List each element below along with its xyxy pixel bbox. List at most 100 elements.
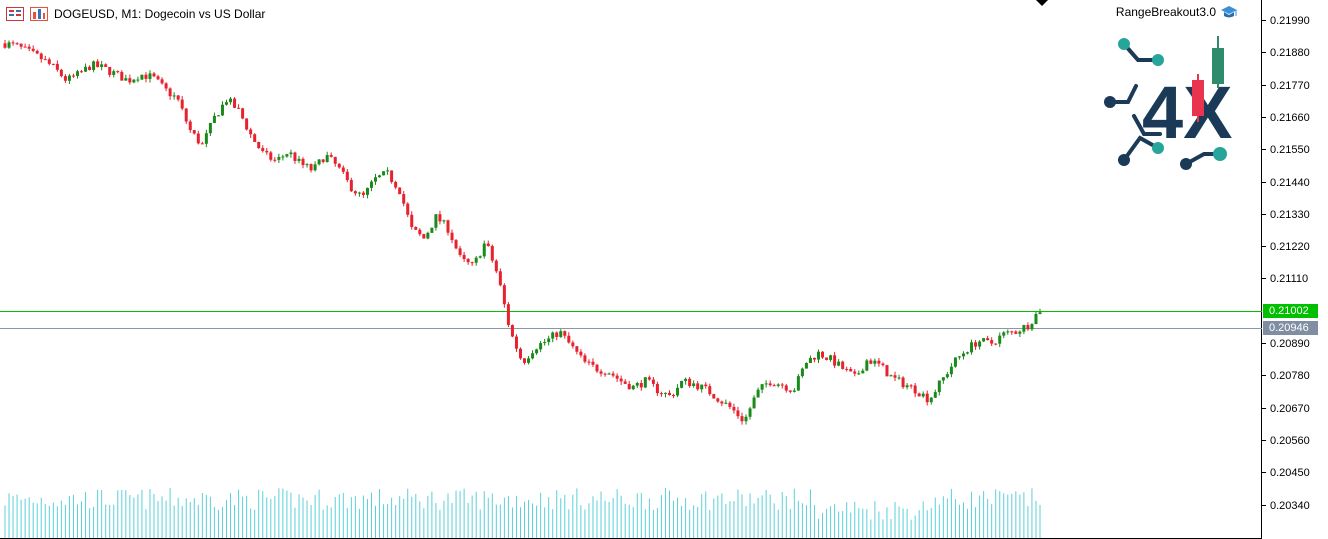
bear-candle — [720, 401, 724, 404]
bear-candle — [740, 416, 744, 422]
bull-candle — [386, 170, 390, 172]
price-tick: 0.20670 — [1262, 402, 1328, 416]
bear-candle — [470, 262, 474, 264]
bull-candle — [953, 357, 957, 367]
bull-candle — [764, 383, 768, 385]
bull-candle — [1006, 331, 1010, 333]
bear-candle — [454, 240, 458, 249]
bear-candle — [869, 360, 873, 364]
price-axis[interactable]: 0.21990 0.21880 0.21770 0.21660 0.21550 0.214… — [1262, 0, 1328, 539]
bear-candle — [337, 163, 341, 168]
expert-advisor-label[interactable]: RangeBreakout3.0 — [1116, 5, 1238, 19]
bear-candle — [510, 325, 514, 337]
price-tick-label: 0.21440 — [1270, 176, 1310, 189]
chart-menu-icon[interactable] — [6, 7, 24, 21]
bull-candle — [889, 375, 893, 377]
price-tick-mark — [1262, 116, 1266, 118]
price-tick: 0.20560 — [1262, 434, 1328, 448]
bear-candle — [329, 155, 333, 157]
price-tick: 0.21660 — [1262, 111, 1328, 125]
price-tick: 0.21880 — [1262, 46, 1328, 60]
bull-candle — [442, 220, 446, 222]
price-tick-label: 0.20560 — [1270, 434, 1310, 447]
bull-candle — [929, 397, 933, 403]
bear-candle — [672, 395, 676, 397]
bull-candle — [760, 384, 764, 390]
bull-candle — [543, 342, 547, 344]
bear-candle — [116, 71, 120, 73]
bear-candle — [466, 259, 470, 263]
bear-candle — [180, 99, 184, 109]
bear-candle — [156, 76, 160, 80]
price-tick-label: 0.20450 — [1270, 467, 1310, 480]
chart-shift-marker-icon[interactable] — [1036, 0, 1048, 6]
bear-candle — [490, 246, 494, 261]
bear-candle — [128, 78, 132, 83]
bull-candle — [744, 416, 748, 422]
price-tick-label: 0.20670 — [1270, 402, 1310, 415]
price-tick: 0.20340 — [1262, 499, 1328, 513]
bull-candle — [136, 79, 140, 81]
bull-candle — [482, 243, 486, 257]
bear-candle — [567, 335, 571, 343]
bull-candle — [148, 73, 152, 79]
bear-candle — [309, 164, 313, 171]
plot-area[interactable] — [0, 0, 1262, 539]
bull-candle — [1022, 325, 1026, 332]
bear-candle — [249, 129, 253, 135]
upper-level-price-tag: 0.21002 — [1263, 304, 1318, 318]
bull-candle — [382, 171, 386, 176]
bear-candle — [265, 150, 269, 153]
bear-candle — [438, 214, 442, 222]
bull-candle — [905, 385, 909, 388]
bear-candle — [35, 50, 39, 54]
bull-candle — [865, 360, 869, 371]
bear-candle — [518, 348, 522, 359]
bull-candle — [1034, 314, 1038, 325]
bull-candle — [792, 390, 796, 392]
bull-candle — [756, 389, 760, 398]
price-tick: 0.21330 — [1262, 208, 1328, 222]
bear-candle — [51, 63, 55, 65]
bear-candle — [55, 63, 59, 70]
bear-candle — [619, 378, 623, 382]
bear-candle — [913, 385, 917, 394]
bear-candle — [901, 377, 905, 388]
bear-candle — [893, 375, 897, 378]
bear-candle — [704, 384, 708, 387]
bear-candle — [88, 66, 92, 70]
candlestick-chart[interactable] — [0, 0, 1262, 539]
price-tick-mark — [1262, 213, 1266, 215]
bull-candle — [75, 71, 79, 76]
bull-candle — [212, 115, 216, 123]
bull-candle — [229, 98, 233, 103]
bear-candle — [349, 180, 353, 192]
bear-candle — [233, 98, 237, 108]
bear-candle — [398, 187, 402, 195]
bull-candle — [921, 393, 925, 397]
price-tick: 0.21770 — [1262, 79, 1328, 93]
bull-candle — [961, 353, 965, 357]
bear-candle — [321, 159, 325, 162]
bear-candle — [462, 254, 466, 260]
bull-candle — [1018, 331, 1022, 334]
bull-candle — [285, 154, 289, 157]
bear-candle — [909, 385, 913, 387]
bear-candle — [39, 53, 43, 60]
price-tick: 0.21440 — [1262, 176, 1328, 190]
bear-candle — [603, 373, 607, 375]
bear-candle — [80, 71, 84, 73]
price-tick-label: 0.21770 — [1270, 79, 1310, 92]
bear-candle — [1014, 331, 1018, 334]
bear-candle — [994, 343, 998, 345]
bull-candle — [978, 341, 982, 347]
bear-candle — [925, 393, 929, 403]
bear-candle — [293, 152, 297, 161]
bear-candle — [736, 410, 740, 417]
bear-candle — [120, 71, 124, 81]
bear-candle — [849, 368, 853, 372]
price-tick-label: 0.21330 — [1270, 208, 1310, 221]
bear-candle — [1010, 331, 1014, 333]
indicator-icon[interactable] — [30, 7, 48, 21]
